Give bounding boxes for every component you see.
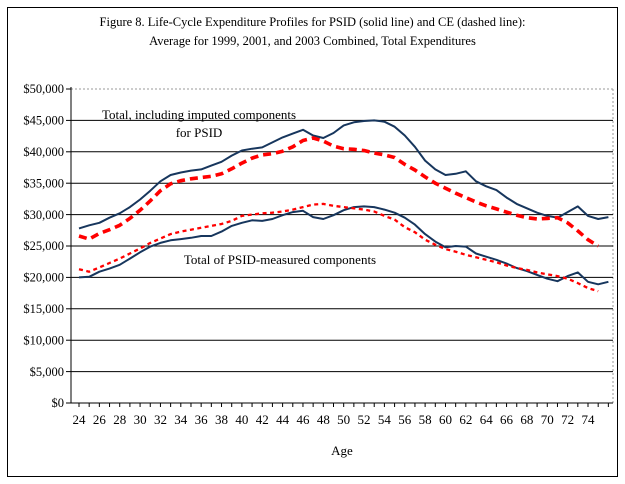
y-tick-label: $45,000 (23, 114, 64, 128)
x-tick-label: 66 (500, 412, 514, 427)
series-line-0 (78, 119, 609, 230)
y-tick-label: $40,000 (23, 145, 64, 159)
x-tick-label: 70 (541, 412, 554, 427)
x-tick-label: 58 (419, 412, 432, 427)
x-tick-label: 60 (439, 412, 452, 427)
x-tick-label: 56 (398, 412, 412, 427)
y-tick-label: $25,000 (23, 239, 64, 253)
x-tick-label: 34 (174, 412, 188, 427)
x-tick-label: 64 (480, 412, 494, 427)
y-tick-label: $5,000 (30, 365, 64, 379)
x-tick-label: 44 (276, 412, 290, 427)
x-tick-label: 42 (256, 412, 269, 427)
figure-border (7, 7, 618, 477)
chart-title: Figure 8. Life-Cycle Expenditure Profile… (0, 13, 625, 51)
x-tick-label: 24 (73, 412, 87, 427)
x-tick-label: 52 (358, 412, 371, 427)
y-tick-label: $30,000 (23, 208, 64, 222)
annotation-imputed-total-line1: Total, including imputed components (101, 107, 297, 122)
x-tick-label: 74 (582, 412, 596, 427)
y-tick-label: $0 (52, 396, 65, 410)
x-tick-label: 48 (317, 412, 330, 427)
x-tick-label: 46 (296, 412, 310, 427)
y-tick-label: $15,000 (23, 302, 64, 316)
chart-title-line2: Average for 1999, 2001, and 2003 Combine… (149, 33, 476, 48)
x-tick-label: 50 (337, 412, 350, 427)
y-tick-label: $35,000 (23, 176, 64, 190)
y-tick-label: $10,000 (23, 333, 64, 347)
y-tick-label: $20,000 (23, 271, 64, 285)
x-tick-label: 40 (235, 412, 248, 427)
x-axis-title: Age (331, 443, 353, 458)
x-tick-label: 68 (520, 412, 533, 427)
x-tick-label: 30 (134, 412, 147, 427)
x-tick-label: 38 (215, 412, 228, 427)
x-tick-label: 36 (195, 412, 209, 427)
x-tick-label: 72 (561, 412, 574, 427)
x-tick-label: 62 (459, 412, 472, 427)
series-line-1 (78, 136, 600, 248)
x-tick-label: 28 (113, 412, 126, 427)
chart-title-line1: Figure 8. Life-Cycle Expenditure Profile… (99, 15, 526, 29)
x-tick-label: 26 (93, 412, 107, 427)
annotation-imputed-total-line2: for PSID (175, 125, 223, 141)
x-tick-label: 32 (154, 412, 167, 427)
annotation-measured-total: Total of PSID-measured components (183, 252, 377, 267)
series-line-3 (78, 202, 599, 293)
y-tick-label: $50,000 (23, 82, 64, 96)
x-tick-label: 54 (378, 412, 392, 427)
annotation-imputed-total: Total, including imputed components for … (96, 106, 302, 143)
